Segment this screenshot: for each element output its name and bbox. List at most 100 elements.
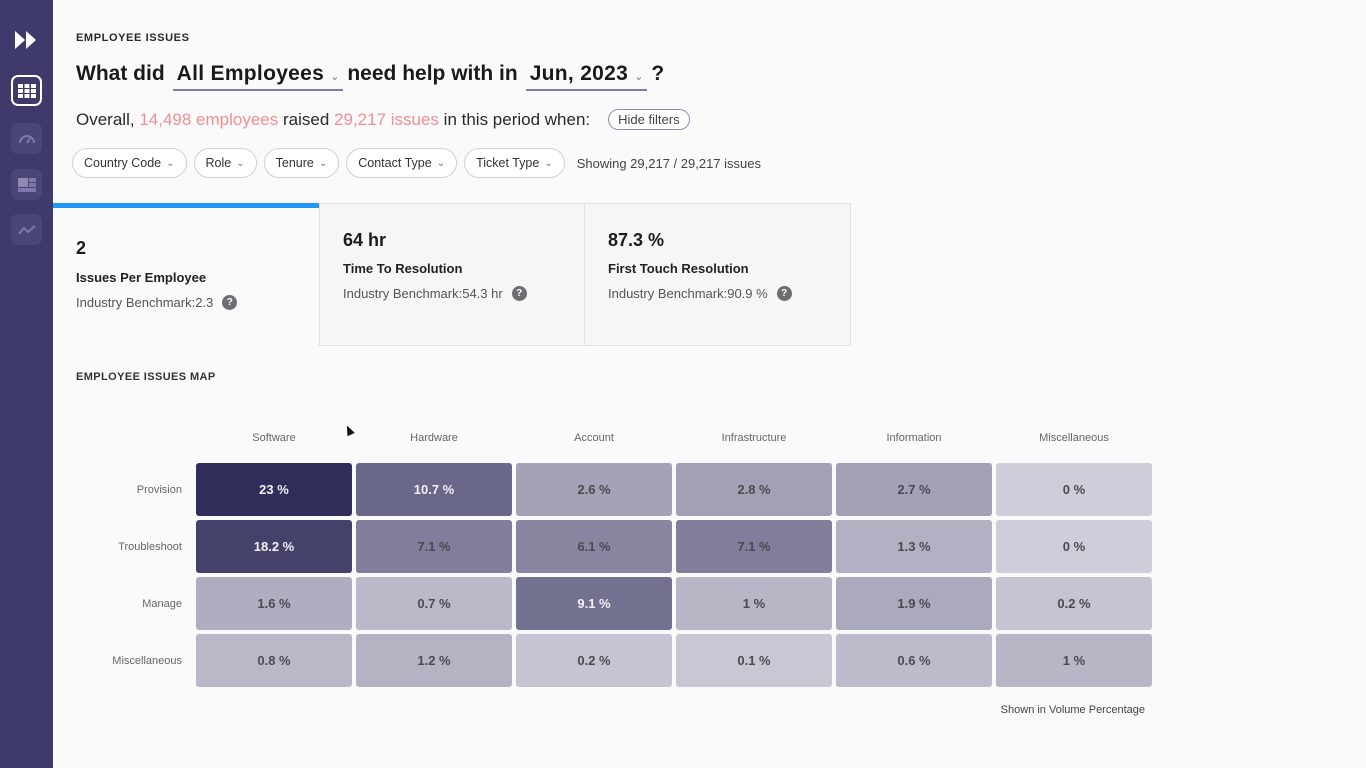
help-icon[interactable]: ?	[222, 295, 238, 310]
fast-forward-icon[interactable]	[14, 30, 38, 50]
row-header-troubleshoot: Troubleshoot	[118, 541, 182, 553]
benchmark-text: Industry Benchmark:54.3 hr	[343, 286, 503, 301]
filter-country-code[interactable]: Country Code ⌄	[72, 148, 187, 178]
kpi-benchmark: Industry Benchmark:2.3?	[76, 295, 238, 310]
row-header-miscellaneous: Miscellaneous	[112, 655, 182, 667]
kpi-first-touch-resolution[interactable]: 87.3 % First Touch Resolution Industry B…	[585, 203, 851, 346]
heatmap-cell-manage-hardware[interactable]: 0.7 %	[356, 577, 512, 630]
heatmap-cell-provision-hardware[interactable]: 10.7 %	[356, 463, 512, 516]
kpi-label: First Touch Resolution	[608, 261, 749, 276]
heatmap-cell-miscellaneous-information[interactable]: 0.6 %	[836, 634, 992, 687]
chevron-down-icon: ⌄	[544, 157, 553, 169]
gauge-icon	[18, 134, 35, 144]
chevron-down-icon: ⌄	[236, 157, 245, 169]
heatmap-cell-provision-software[interactable]: 23 %	[196, 463, 352, 516]
page-title: What did All Employees ⌄ need help with …	[76, 62, 664, 91]
sidebar-item-grid[interactable]	[11, 75, 42, 106]
map-footnote: Shown in Volume Percentage	[1000, 704, 1145, 716]
row-header-provision: Provision	[136, 484, 182, 496]
kpi-value: 64 hr	[343, 230, 387, 250]
page-eyebrow: EMPLOYEE ISSUES	[76, 32, 190, 44]
column-header-account: Account	[574, 432, 614, 444]
headline-middle: need help with in	[347, 62, 518, 85]
filter-contact-type[interactable]: Contact Type ⌄	[346, 148, 458, 178]
filter-role[interactable]: Role ⌄	[193, 148, 257, 178]
sidebar	[0, 0, 53, 768]
sidebar-item-gauge[interactable]	[11, 123, 42, 154]
showing-count: Showing 29,217 / 29,217 issues	[576, 155, 762, 171]
period-value: Jun, 2023	[529, 62, 629, 85]
heatmap-cell-provision-miscellaneous[interactable]: 0 %	[996, 463, 1152, 516]
heatmap-cell-troubleshoot-infrastructure[interactable]: 7.1 %	[676, 520, 832, 573]
heatmap-cell-troubleshoot-miscellaneous[interactable]: 0 %	[996, 520, 1152, 573]
help-icon[interactable]: ?	[511, 286, 527, 301]
heatmap-cell-miscellaneous-infrastructure[interactable]: 0.1 %	[676, 634, 832, 687]
filter-ticket-type[interactable]: Ticket Type ⌄	[464, 148, 565, 178]
chevron-down-icon: ⌄	[330, 71, 340, 83]
heatmap-cell-troubleshoot-hardware[interactable]: 7.1 %	[356, 520, 512, 573]
summary-middle: raised	[282, 109, 330, 129]
column-header-software: Software	[252, 432, 296, 444]
kpi-issues-per-employee[interactable]: 2 Issues Per Employee Industry Benchmark…	[53, 203, 319, 346]
kpi-benchmark: Industry Benchmark:90.9 %?	[608, 286, 792, 301]
summary-suffix: in this period when:	[443, 109, 591, 129]
filter-bar: Country Code ⌄ Role ⌄ Tenure ⌄ Contact Type…	[72, 148, 761, 178]
heatmap-cell-troubleshoot-information[interactable]: 1.3 %	[836, 520, 992, 573]
heatmap-cell-troubleshoot-software[interactable]: 18.2 %	[196, 520, 352, 573]
row-header-manage: Manage	[142, 598, 182, 610]
filter-label: Tenure	[275, 156, 314, 170]
table-layout-icon	[17, 177, 36, 192]
chevron-down-icon: ⌄	[318, 157, 328, 169]
chevron-down-icon: ⌄	[634, 71, 644, 83]
column-header-information: Information	[886, 432, 942, 444]
heatmap-cell-provision-account[interactable]: 2.6 %	[516, 463, 672, 516]
kpi-value: 87.3 %	[608, 230, 665, 250]
headline-suffix: ?	[651, 62, 665, 85]
hide-filters-button[interactable]: Hide filters	[608, 109, 690, 130]
audience-dropdown[interactable]: All Employees ⌄	[172, 62, 344, 91]
heatmap-cell-manage-information[interactable]: 1.9 %	[836, 577, 992, 630]
heatmap-cell-provision-infrastructure[interactable]: 2.8 %	[676, 463, 832, 516]
headline-prefix: What did	[76, 62, 165, 85]
heatmap-cell-miscellaneous-miscellaneous[interactable]: 1 %	[996, 634, 1152, 687]
help-icon[interactable]: ?	[776, 286, 792, 301]
period-dropdown[interactable]: Jun, 2023 ⌄	[525, 62, 648, 91]
filter-label: Ticket Type	[476, 156, 540, 170]
heatmap-cell-miscellaneous-account[interactable]: 0.2 %	[516, 634, 672, 687]
kpi-label: Issues Per Employee	[76, 270, 207, 285]
grid-icon	[17, 83, 36, 98]
audience-value: All Employees	[176, 62, 325, 85]
column-header-infrastructure: Infrastructure	[721, 432, 787, 444]
heatmap-cell-manage-infrastructure[interactable]: 1 %	[676, 577, 832, 630]
sidebar-item-table[interactable]	[11, 169, 42, 200]
kpi-time-to-resolution[interactable]: 64 hr Time To Resolution Industry Benchm…	[319, 203, 585, 346]
summary-line: Overall, 14,498 employees raised 29,217 …	[76, 109, 690, 130]
summary-prefix: Overall,	[76, 109, 135, 129]
heatmap-cell-troubleshoot-account[interactable]: 6.1 %	[516, 520, 672, 573]
heatmap-cell-miscellaneous-hardware[interactable]: 1.2 %	[356, 634, 512, 687]
filter-tenure[interactable]: Tenure ⌄	[263, 148, 340, 178]
kpi-cards: 2 Issues Per Employee Industry Benchmark…	[53, 203, 853, 346]
chevron-down-icon: ⌄	[166, 157, 175, 169]
filter-label: Role	[205, 156, 232, 170]
kpi-value: 2	[76, 238, 87, 258]
kpi-benchmark: Industry Benchmark:54.3 hr?	[343, 286, 527, 301]
trend-line-icon	[17, 224, 36, 235]
map-title: EMPLOYEE ISSUES MAP	[76, 371, 216, 383]
filter-label: Country Code	[84, 156, 162, 170]
issue-count: 29,217 issues	[334, 109, 439, 129]
column-header-hardware: Hardware	[410, 432, 458, 444]
employee-count: 14,498 employees	[139, 109, 279, 129]
benchmark-text: Industry Benchmark:2.3	[76, 295, 214, 310]
heatmap-cell-provision-information[interactable]: 2.7 %	[836, 463, 992, 516]
filter-label: Contact Type	[358, 156, 432, 170]
heatmap-cell-miscellaneous-software[interactable]: 0.8 %	[196, 634, 352, 687]
kpi-label: Time To Resolution	[343, 261, 463, 276]
chevron-down-icon: ⌄	[436, 157, 446, 169]
heatmap-cell-manage-miscellaneous[interactable]: 0.2 %	[996, 577, 1152, 630]
main-content: EMPLOYEE ISSUES What did All Employees ⌄…	[53, 0, 1366, 768]
heatmap-cell-manage-account[interactable]: 9.1 %	[516, 577, 672, 630]
heatmap-cell-manage-software[interactable]: 1.6 %	[196, 577, 352, 630]
sidebar-item-trends[interactable]	[11, 214, 42, 245]
column-header-miscellaneous: Miscellaneous	[1039, 432, 1109, 444]
